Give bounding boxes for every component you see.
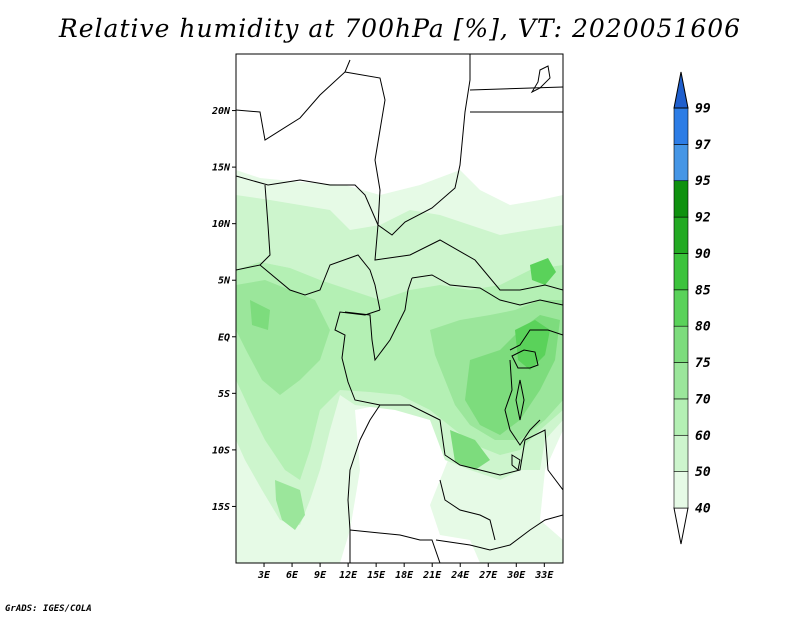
lon-label: 9E xyxy=(314,570,327,581)
colorbar-level-label: 40 xyxy=(695,502,711,517)
colorbar xyxy=(673,71,689,545)
grads-credit: GrADS: IGES/COLA xyxy=(5,604,92,614)
lon-label: 18E xyxy=(395,570,414,581)
lon-label: 33E xyxy=(534,570,554,581)
latitude-labels: 20N 15N 10N 5N EQ 5S 10S 15S xyxy=(211,106,231,513)
lat-label: 5S xyxy=(218,389,230,400)
axis-ticks xyxy=(232,110,545,567)
colorbar-segment xyxy=(673,471,689,509)
colorbar-segment xyxy=(673,434,689,472)
border-line xyxy=(349,529,441,563)
colorbar-segment xyxy=(673,398,689,436)
colorbar-level-label: 70 xyxy=(695,392,711,407)
contour-85b xyxy=(530,258,556,285)
colorbar-segment xyxy=(673,253,689,291)
border-line xyxy=(435,514,563,551)
lat-label: 10S xyxy=(212,445,230,456)
border-line xyxy=(439,479,496,541)
colorbar-level-label: 75 xyxy=(695,356,711,371)
colorbar-level-label: 99 xyxy=(695,102,711,117)
lake-outline xyxy=(530,65,551,94)
border-line xyxy=(380,404,563,491)
border-line xyxy=(344,277,413,362)
colorbar-level-label: 92 xyxy=(695,211,711,226)
lon-label: 15E xyxy=(367,570,386,581)
map-frame xyxy=(235,53,564,564)
border-line xyxy=(469,86,563,91)
colorbar-min-arrow xyxy=(673,507,689,545)
colorbar-level-label: 90 xyxy=(695,247,711,262)
lat-label: 10N xyxy=(212,219,231,230)
lon-label: 21E xyxy=(422,570,442,581)
lake-outline xyxy=(515,379,525,421)
lake-outline xyxy=(511,349,539,369)
country-borders xyxy=(236,54,563,563)
lon-label: 3E xyxy=(257,570,271,581)
colorbar-level-label: 97 xyxy=(695,138,711,153)
contour-80b xyxy=(450,430,490,470)
colorbar-segment xyxy=(673,362,689,400)
contour-85 xyxy=(515,320,550,370)
border-line xyxy=(374,224,563,291)
colorbar-segment xyxy=(673,180,689,218)
border-line xyxy=(259,184,271,266)
lat-label: EQ xyxy=(218,332,230,343)
colorbar-max-arrow xyxy=(673,71,689,109)
lon-label: 6E xyxy=(286,570,299,581)
lon-label: 30E xyxy=(506,570,526,581)
colorbar-segment xyxy=(673,216,689,254)
border-line xyxy=(509,329,563,351)
lat-label: 5N xyxy=(218,276,231,287)
lon-label: 24E xyxy=(450,570,470,581)
border-line xyxy=(504,359,541,446)
colorbar-segment xyxy=(673,107,689,145)
border-line xyxy=(411,274,563,306)
border-line xyxy=(344,54,471,236)
lon-label: 27E xyxy=(478,570,498,581)
border-line xyxy=(334,309,381,406)
contour-75c xyxy=(275,480,305,530)
colorbar-level-label: 85 xyxy=(695,283,711,298)
border-line xyxy=(236,254,381,311)
colorbar-level-label: 80 xyxy=(695,320,711,335)
colorbar-segment xyxy=(673,325,689,363)
lat-label: 15N xyxy=(212,163,231,174)
longitude-labels: 3E 6E 9E 12E 15E 18E 21E 24E 27E 30E 33E xyxy=(257,570,554,581)
map-title: Relative humidity at 700hPa [%], VT: 202… xyxy=(58,14,742,43)
humidity-field xyxy=(236,54,563,563)
colorbar-level-label: 60 xyxy=(695,429,711,444)
colorbar-labels: 40 50 60 70 75 80 85 90 92 95 97 99 xyxy=(695,102,711,517)
colorbar-level-label: 50 xyxy=(695,465,711,480)
colorbar-segment xyxy=(673,144,689,182)
lat-label: 20N xyxy=(211,106,231,117)
lat-label: 15S xyxy=(212,502,230,513)
contour-80c xyxy=(250,300,270,330)
lake-outline xyxy=(511,454,521,471)
lon-label: 12E xyxy=(339,570,358,581)
colorbar-level-label: 95 xyxy=(695,174,711,189)
colorbar-segment xyxy=(673,289,689,327)
border-line xyxy=(236,175,379,226)
